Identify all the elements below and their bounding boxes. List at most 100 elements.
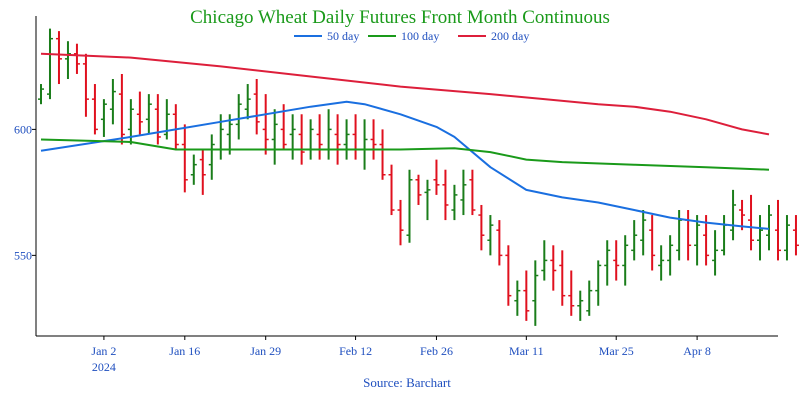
ohlc-bar (100, 99, 107, 137)
sma50-line (40, 100, 770, 230)
moving-average-lines (40, 52, 770, 230)
ohlc-bar (415, 174, 422, 205)
ohlc-bar (136, 91, 143, 135)
ohlc-bar (730, 189, 737, 241)
ohlc-bar (685, 210, 692, 261)
ohlc-bars (38, 28, 799, 326)
ohlc-bar (532, 260, 539, 326)
ohlc-bar (181, 124, 188, 193)
ohlc-bar (298, 114, 305, 165)
ohlc-bar (577, 290, 584, 321)
x-tick-label: Mar 11 (509, 344, 544, 358)
x-tick-label: Feb 26 (420, 344, 453, 358)
ohlc-bar (46, 28, 53, 100)
ohlc-bar (460, 169, 467, 216)
ohlc-bar (559, 250, 566, 306)
source-label: Source: Barchart (363, 375, 451, 390)
ohlc-bar (757, 215, 764, 261)
ohlc-bar (433, 159, 440, 195)
ohlc-bar (649, 215, 656, 271)
ohlc-bar (289, 114, 296, 160)
legend-label: 100 day (401, 29, 439, 43)
x-tick-label: Jan 2 (91, 344, 116, 358)
ohlc-bar (64, 41, 71, 79)
ohlc-bar (361, 119, 368, 170)
ohlc-bar (154, 94, 161, 145)
ohlc-bar (550, 245, 557, 291)
ohlc-bar (739, 199, 746, 231)
chart-title: Chicago Wheat Daily Futures Front Month … (190, 7, 610, 28)
ohlc-bar (82, 53, 89, 117)
ohlc-bar (766, 204, 772, 251)
x-axis-ticks: Jan 2 2024 Jan 16 Jan 29 Feb 12 Feb 26 Mar 11 M… (91, 336, 711, 374)
ohlc-bar (694, 215, 701, 266)
ohlc-bar (271, 109, 278, 165)
ohlc-bar (370, 119, 377, 160)
ohlc-bar (388, 164, 395, 216)
ohlc-bar (586, 280, 593, 316)
ohlc-bar (235, 94, 242, 140)
x-tick-year-label: 2024 (92, 360, 116, 374)
ohlc-bar (352, 114, 359, 160)
ohlc-bar (73, 43, 80, 74)
y-axis-ticks: 550 600 (14, 122, 36, 262)
y-tick-label: 600 (14, 122, 32, 136)
ohlc-bar (208, 134, 215, 180)
ohlc-bar (406, 169, 413, 243)
x-tick-label: Apr 8 (683, 344, 711, 358)
x-tick-label: Jan 29 (250, 344, 281, 358)
x-tick-label: Feb 12 (339, 344, 372, 358)
ohlc-bar (478, 204, 485, 251)
ohlc-bar (748, 194, 755, 251)
ohlc-bar (253, 78, 260, 135)
x-tick-label: Jan 16 (169, 344, 200, 358)
ohlc-bar (613, 240, 620, 281)
ohlc-bar (783, 215, 790, 261)
ohlc-bar (451, 184, 458, 221)
ohlc-bar (325, 109, 332, 160)
ohlc-bar (172, 104, 179, 150)
ohlc-bar (379, 129, 386, 180)
ohlc-bar (424, 179, 431, 221)
ohlc-bar (334, 114, 341, 165)
ohlc-bar (541, 240, 548, 281)
ohlc-bar (604, 240, 611, 286)
ohlc-bar (487, 215, 494, 256)
ohlc-bar (631, 220, 638, 261)
ohlc-bar (721, 215, 728, 256)
ohlc-bar (640, 210, 647, 256)
y-tick-label: 550 (14, 248, 32, 262)
ohlc-bar (109, 78, 116, 125)
ohlc-bar (712, 230, 719, 276)
ohlc-bar (774, 199, 781, 261)
ohlc-bar (667, 235, 674, 276)
legend-item: 100 day (368, 29, 439, 43)
ohlc-bar (262, 94, 269, 155)
ohlc-bar (792, 215, 799, 256)
ohlc-bar (514, 280, 521, 316)
x-tick-label: Mar 25 (599, 344, 634, 358)
ohlc-bar (118, 73, 125, 145)
legend-label: 200 day (491, 29, 529, 43)
sma100-line (40, 138, 770, 171)
ohlc-bar (568, 270, 575, 316)
legend-label: 50 day (327, 29, 359, 43)
ohlc-bar (55, 31, 62, 85)
ohlc-bar (91, 84, 98, 135)
ohlc-bar (496, 220, 503, 266)
sma200-line (40, 52, 770, 136)
ohlc-bar (190, 154, 197, 185)
ohlc-bar (523, 270, 530, 321)
ohlc-bar (343, 119, 350, 160)
ohlc-bar (244, 84, 251, 120)
ohlc-bar (307, 119, 314, 160)
legend-item: 200 day (458, 29, 529, 43)
ohlc-bar (595, 260, 602, 306)
ohlc-bar (469, 169, 476, 216)
legend: 50 day 100 day 200 day (294, 29, 529, 43)
ohlc-bar (199, 149, 206, 195)
ohlc-bar (505, 245, 512, 306)
legend-item: 50 day (294, 29, 359, 43)
ohlc-bar (397, 199, 404, 246)
